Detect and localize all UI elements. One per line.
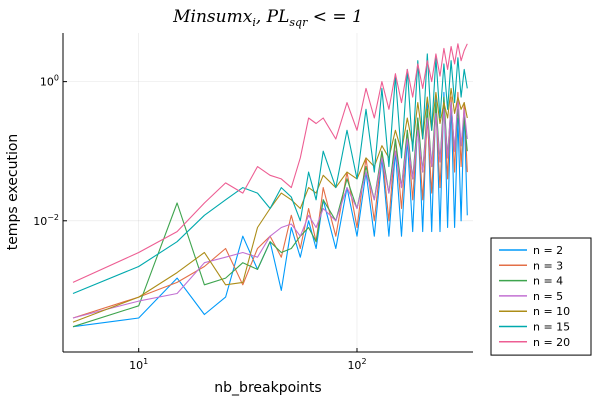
series-line: [72, 53, 468, 295]
y-axis-label: temps execution: [5, 134, 21, 251]
series-line: [72, 96, 468, 328]
series-line: [72, 91, 468, 328]
axes: 101 102 100 10−2: [33, 33, 473, 372]
x-tick-label: 101: [129, 357, 148, 372]
series-line: [72, 43, 468, 283]
legend-label: n = 15: [533, 321, 570, 334]
grid: [63, 33, 473, 352]
series-line: [72, 96, 468, 319]
series-line: [72, 91, 468, 319]
chart-title: Minsumxi, PLsqr < = 1: [172, 7, 363, 29]
y-tick-label: 10−2: [33, 213, 59, 228]
legend-label: n = 20: [533, 336, 570, 349]
legend-label: n = 4: [533, 275, 563, 288]
legend-label: n = 10: [533, 305, 570, 318]
y-tick-label: 100: [40, 74, 59, 89]
x-axis-label: nb_breakpoints: [214, 380, 321, 396]
legend-label: n = 2: [533, 244, 563, 257]
x-tick-label: 102: [347, 357, 366, 372]
legend-label: n = 5: [533, 290, 563, 303]
series-lines: [72, 43, 468, 328]
legend-label: n = 3: [533, 259, 563, 272]
legend: n = 2 n = 3 n = 4 n = 5 n = 10 n = 15 n = 20: [490, 237, 592, 356]
series-line: [72, 87, 468, 323]
